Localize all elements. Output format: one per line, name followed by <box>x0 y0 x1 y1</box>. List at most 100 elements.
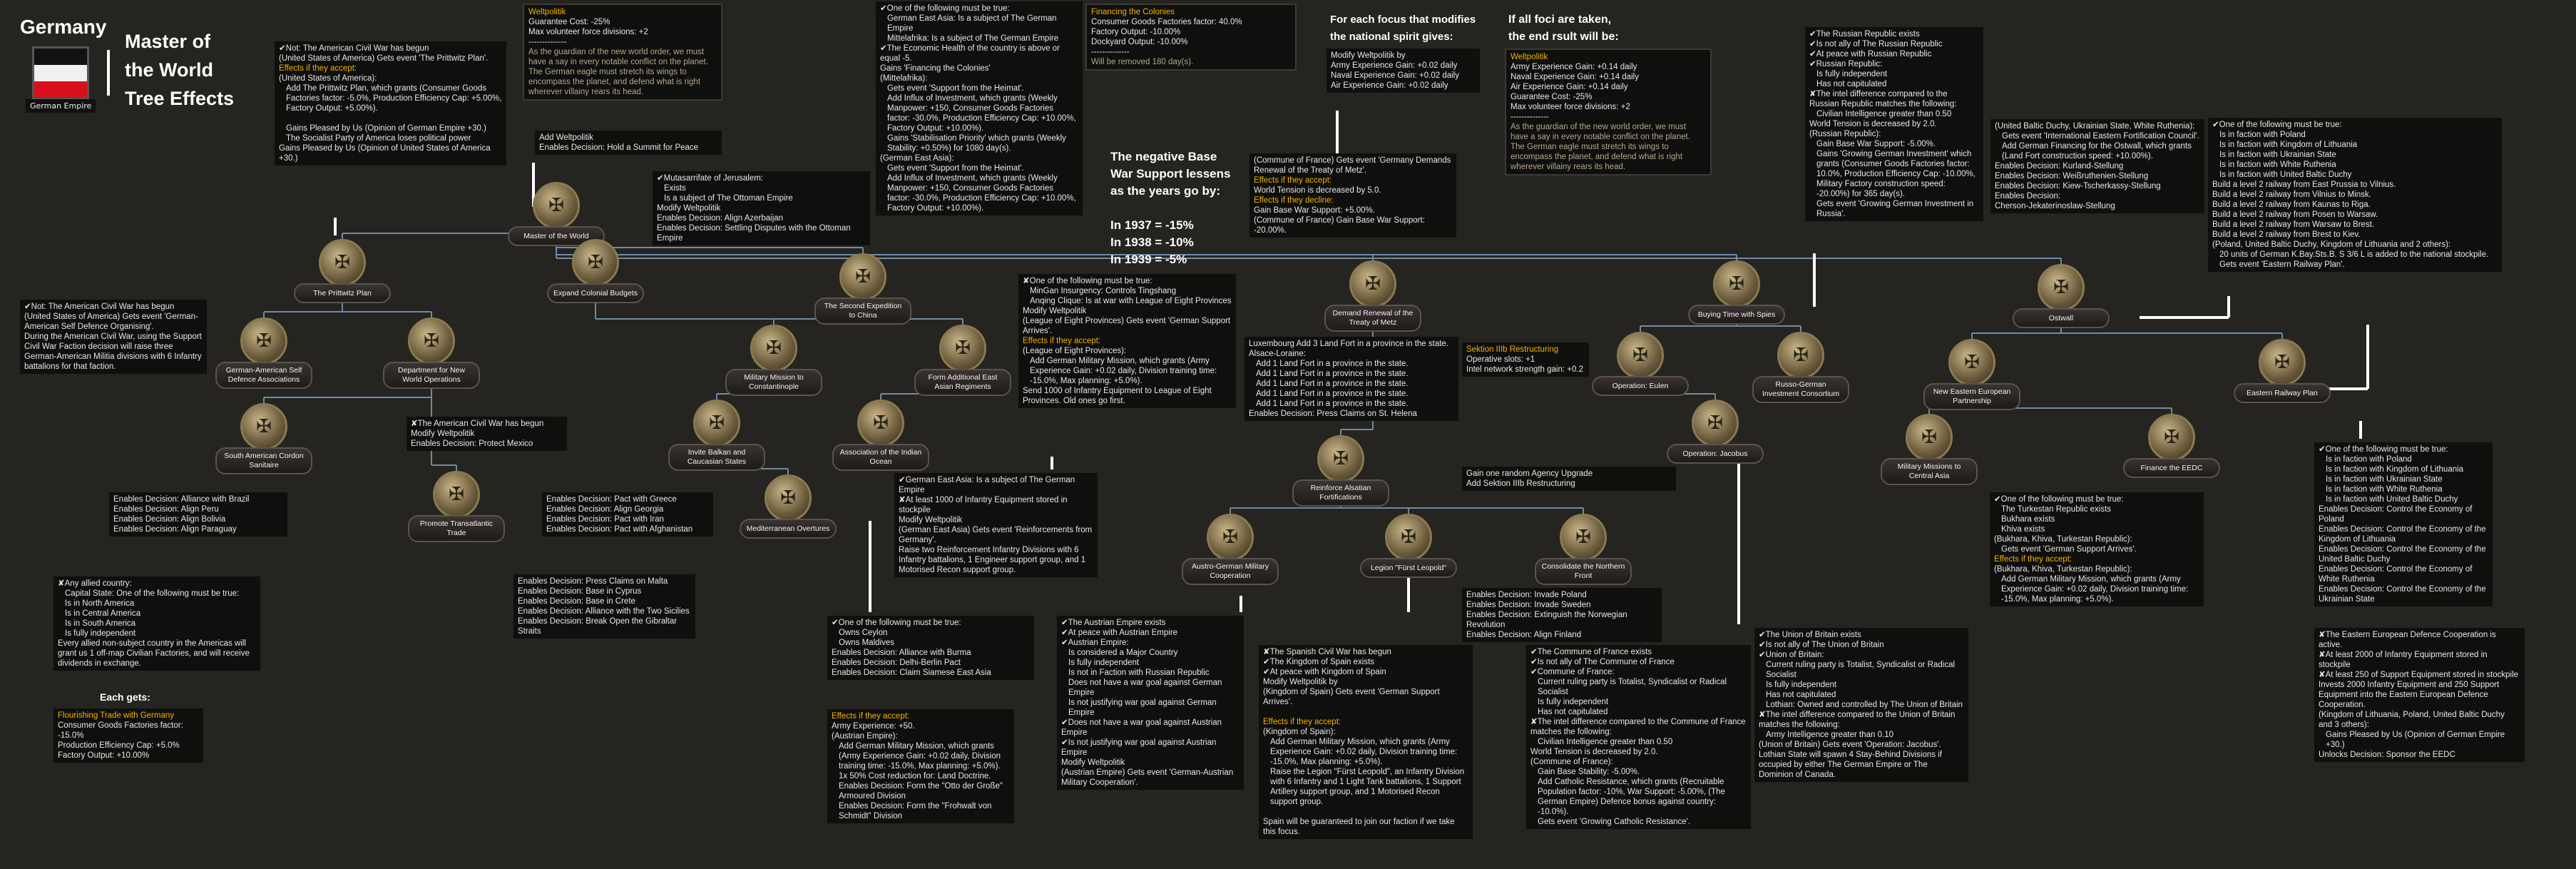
focus-node[interactable]: ✠ Russo-German Investment Consortium <box>1752 332 1849 403</box>
effect-line: Enables Decision: Extinguish the Norwegi… <box>1466 611 1627 629</box>
effect-line: Is in North America <box>65 599 135 608</box>
focus-node[interactable]: ✠ Master of the World <box>508 182 605 246</box>
effect-line: Enables Decision: Invade Sweden <box>1466 601 1591 609</box>
effect-line: ✘The intel difference compared to the Co… <box>1530 718 1746 736</box>
focus-node[interactable]: ✠ The Prittwitz Plan <box>294 239 391 303</box>
focus-node[interactable]: ✠ Military Missions to Central Asia <box>1881 414 1978 485</box>
effect-line: The Turkestan Republic exists <box>2001 505 2112 514</box>
effect-box-each-focus: Modify Weltpolitik by Army Experience Gai… <box>1327 49 1480 93</box>
effect-line: Air Experience Gain: +0.02 daily <box>1331 81 1448 90</box>
effect-line: ✔The Kingdom of Spain exists <box>1263 658 1375 666</box>
focus-node[interactable]: ✠ New Eastern European Partnership <box>1923 339 2020 410</box>
focus-node[interactable]: ✠ Buying Time with Spies <box>1688 260 1785 325</box>
effect-line: Enables Decision: Align Finland <box>1466 631 1582 639</box>
focus-node[interactable]: ✠ Expand Colonial Budgets <box>547 239 644 303</box>
effect-line: Enables Decision: Pact with Afghanistan <box>546 525 693 534</box>
focus-node[interactable]: ✠ Demand Renewal of the Treaty of Metz <box>1324 260 1421 332</box>
effect-line: Factory Output: -10.00% <box>1091 28 1181 36</box>
effect-line: ✔German East Asia: Is a subject of The G… <box>899 476 1075 494</box>
effect-line: ✔Not: The American Civil War has begun <box>279 44 429 53</box>
effect-line: Enables Decision: Settling Disputes with… <box>657 224 851 243</box>
effect-line: -------------- <box>1091 48 1130 56</box>
focus-node[interactable]: ✠ Military Mission to Constantinople <box>725 325 822 396</box>
effect-line: Has not capitulated <box>1766 691 1836 699</box>
effect-line: Enables Decision: Alliance with the Two … <box>518 607 690 616</box>
effect-line: The Socialist Party of America loses pol… <box>286 134 471 143</box>
focus-node[interactable]: ✠ Form Additional East Asian Regiments <box>914 325 1011 396</box>
focus-label: Demand Renewal of the Treaty of Metz <box>1324 305 1421 332</box>
regiment-icon: ✠ <box>939 325 986 372</box>
effect-line: Gets event 'Eastern Railway Plan'. <box>2219 260 2345 269</box>
effect-line: World Tension is decreased by 5.0. <box>1254 186 1381 195</box>
effect-line: Gains Pleased by Us (Opinion of German E… <box>286 124 486 133</box>
effect-line: ✔The Economic Health of the country is a… <box>880 44 1060 63</box>
effect-line: Modify Weltpolitik <box>657 204 721 213</box>
effect-line: Enables Decision: Form the "Otto der Gro… <box>839 782 1003 801</box>
handshake-icon: ✠ <box>693 400 740 447</box>
effect-line: Consumer Goods Factories factor: 40.0% <box>1091 18 1242 26</box>
effect-line: Is in faction with White Ruthenia <box>2219 161 2336 169</box>
focus-node[interactable]: ✠ Austro-German Military Cooperation <box>1182 514 1279 585</box>
effect-line: 20 units of German K.Bay.Sts.B. S 3/6 L … <box>2219 250 2489 259</box>
effect-line: ✘The intel difference compared to the Ru… <box>1809 90 1957 108</box>
focus-label: Invite Balkan and Caucasian States <box>668 444 765 471</box>
focus-node[interactable]: ✠ Finance the EEDC <box>2123 414 2220 478</box>
focus-node[interactable]: ✠ Association of the Indian Ocean <box>832 400 929 471</box>
effect-line: ✘Any allied country: <box>58 579 132 588</box>
effect-box-financing-spirit: Financing the Colonies Consumer Goods Fac… <box>1085 4 1297 71</box>
effect-line: Gain Base War Support: -5.00%. <box>1816 140 1936 148</box>
focus-node[interactable]: ✠ Department for New World Operations <box>383 317 480 389</box>
focus-node[interactable]: ✠ Promote Transatlantic Trade <box>408 471 505 542</box>
focus-label: Promote Transatlantic Trade <box>408 515 505 542</box>
effect-line: Is fully independent <box>1068 659 1140 667</box>
focus-node[interactable]: ✠ Legion "Fürst Leopold" <box>1360 514 1457 578</box>
effect-line: Gets event 'Growing German Investment in… <box>1816 200 1974 218</box>
focus-node[interactable]: ✠ Operation: Jacobus <box>1667 400 1764 464</box>
focus-node[interactable]: ✠ Reinforce Alsatian Fortifications <box>1292 435 1389 507</box>
effect-line: Enables Decision: Hold a Summit for Peac… <box>539 143 699 152</box>
effect-line: Enables Decision: <box>1995 192 2061 200</box>
effect-box-mexico: ✘The American Civil War has begun Modify … <box>407 417 567 451</box>
war-support-note: The negative Base War Support lessens as t… <box>1110 148 1230 268</box>
focus-node[interactable]: ✠ South American Cordon Sanitaire <box>215 403 312 474</box>
effect-line: Exists <box>664 184 686 193</box>
effect-line: Raise the Legion "Fürst Leopold", an Inf… <box>1270 768 1465 806</box>
effect-line: Enables Decision: Control the Economy of… <box>2319 585 2486 604</box>
effect-line: Add German Military Mission, which grant… <box>1270 738 1458 766</box>
effect-line: Lothian State will spawn 4 Stay-Behind D… <box>1759 751 1942 779</box>
focus-node[interactable]: ✠ Eastern Railway Plan <box>2234 339 2331 403</box>
focus-node[interactable]: ✠ Consolidate the Northern Front <box>1535 514 1632 585</box>
focus-label: Mediterranean Overtures <box>740 519 837 539</box>
effect-line: Is in faction with White Ruthenia <box>2326 485 2443 494</box>
effect-line: World Tension is decreased by 2.0. <box>1530 748 1658 756</box>
effect-line: Does not have a war goal against German … <box>1068 679 1222 697</box>
focus-label: Association of the Indian Ocean <box>832 444 929 471</box>
note-line: In 1939 = -5% <box>1110 253 1187 266</box>
note-line: the end rsult will be: <box>1508 31 1619 43</box>
focus-node[interactable]: ✠ German-American Self Defence Associatio… <box>215 317 312 389</box>
german-empire-flag <box>32 46 89 100</box>
effect-line: Civilian Intelligence greater than 0.50 <box>1816 110 1952 118</box>
effect-line: Sektion IIIb Restructuring <box>1466 345 1559 354</box>
effect-line: Gets event 'International Eastern Fortif… <box>2002 132 2199 141</box>
spy-icon: ✠ <box>1713 260 1760 308</box>
focus-node[interactable]: ✠ Operation: Eulen <box>1592 332 1689 396</box>
focus-label: Russo-German Investment Consortium <box>1752 376 1849 403</box>
effect-line: (Austrian Empire) Gets event 'German-Aus… <box>1061 768 1234 787</box>
effect-line: Enables Decision: Claim Siamese East Asi… <box>832 669 991 677</box>
effect-box-add-weltpolitik: Add Weltpolitik Enables Decision: Hold a … <box>535 131 722 155</box>
effect-line: German East Asia: Is a subject of The Ge… <box>887 14 1057 33</box>
effect-line: Is a subject of The Ottoman Empire <box>664 194 793 203</box>
effect-line: Effects if they accept: <box>832 712 910 721</box>
effect-line: Add The Prittwitz Plan, which grants (Co… <box>286 84 502 113</box>
effect-line: Army Experience: +50. <box>832 722 915 731</box>
effect-line: Unlocks Decision: Sponsor the EEDC <box>2319 751 2455 759</box>
effect-line: (Kingdom of Spain) Gets event 'German Su… <box>1263 688 1440 706</box>
effect-line: ✔The Commune of France exists <box>1530 648 1652 656</box>
focus-label: Form Additional East Asian Regiments <box>914 369 1011 396</box>
focus-node[interactable]: ✠ Mediterranean Overtures <box>740 474 837 539</box>
focus-node[interactable]: ✠ The Second Expedition to China <box>814 253 911 325</box>
note-line: Each gets: <box>100 691 150 703</box>
focus-node[interactable]: ✠ Ostwall <box>2013 264 2110 328</box>
focus-node[interactable]: ✠ Invite Balkan and Caucasian States <box>668 400 765 471</box>
